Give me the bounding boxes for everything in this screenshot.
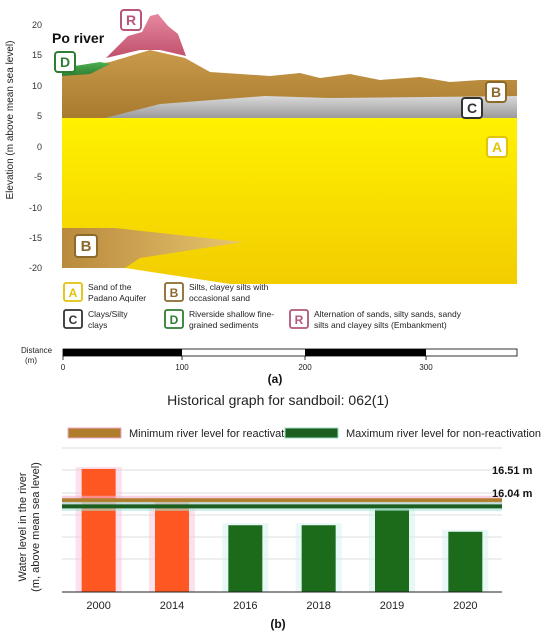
reference-lines-layer bbox=[62, 495, 502, 511]
panel-b: Historical graph for sandboil: 062(1) Mi… bbox=[17, 392, 541, 631]
legend-item-r: R Alternation of sands, silty sands, san… bbox=[289, 309, 462, 330]
scale-tick-100: 100 bbox=[175, 363, 189, 372]
legend-text-a-2: Padano Aquifer bbox=[88, 293, 146, 303]
bar-2019 bbox=[369, 507, 415, 592]
xtick-2016: 2016 bbox=[233, 600, 257, 612]
marker-letter-c: C bbox=[467, 100, 477, 116]
xtick-2014: 2014 bbox=[160, 600, 184, 612]
legend-text-c-2: clays bbox=[88, 320, 107, 330]
legend-item-a: A Sand of the Padano Aquifer bbox=[63, 282, 146, 303]
marker-letter-d: D bbox=[60, 54, 70, 70]
layer-marker-r: R bbox=[120, 9, 142, 31]
ytick-minus-10: -10 bbox=[29, 203, 42, 213]
scale-label-1: Distance bbox=[21, 346, 53, 355]
marker-letter-r: R bbox=[126, 12, 136, 28]
ytick-minus-20: -20 bbox=[29, 263, 42, 273]
po-river-label: Po river bbox=[52, 30, 105, 46]
distance-scale: Distance (m) 0 100 200 300 bbox=[21, 346, 518, 372]
bar-2018 bbox=[295, 523, 342, 592]
ytick-5: 5 bbox=[37, 111, 42, 121]
legend-letter-d: D bbox=[170, 313, 179, 327]
ytick-minus-5: -5 bbox=[34, 172, 42, 182]
legend-item-d: D Riverside shallow fine- grained sedime… bbox=[164, 309, 274, 330]
legend-text-d-1: Riverside shallow fine- bbox=[189, 309, 274, 319]
chart-gridlines bbox=[62, 447, 502, 560]
ytick-minus-15: -15 bbox=[29, 233, 42, 243]
layer-marker-d: D bbox=[54, 51, 76, 73]
layer-marker-b-lower: B bbox=[74, 234, 98, 258]
scale-tick-300: 300 bbox=[419, 363, 433, 372]
ytick-15: 15 bbox=[32, 50, 42, 60]
legend-swatch-max-nonreactivation bbox=[284, 427, 339, 439]
layer-marker-c: C bbox=[461, 97, 483, 119]
layer-marker-a: A bbox=[486, 136, 508, 158]
caption-b: (b) bbox=[270, 617, 285, 631]
layer-c-clays bbox=[105, 96, 517, 118]
line-label-16-51: 16.51 m bbox=[492, 465, 533, 477]
scale-tick-200: 200 bbox=[298, 363, 312, 372]
marker-letter-b-upper: B bbox=[491, 84, 501, 100]
xtick-2020: 2020 bbox=[453, 600, 477, 612]
layer-r-embankment bbox=[106, 14, 186, 58]
legend-text-c-1: Clays/Silty bbox=[88, 309, 128, 319]
legend-item-c: C Clays/Silty clays bbox=[63, 309, 128, 330]
marker-letter-b-lower: B bbox=[81, 238, 92, 255]
bar-2014 bbox=[149, 498, 195, 592]
bar-2020 bbox=[442, 529, 489, 592]
legend-letter-b: B bbox=[170, 286, 179, 300]
water-level-axis-label-2: (m, above mean sea level) bbox=[30, 462, 42, 592]
caption-a: (a) bbox=[268, 372, 283, 386]
legend-letter-c: C bbox=[69, 313, 78, 327]
ytick-0: 0 bbox=[37, 142, 42, 152]
scale-label-2: (m) bbox=[25, 356, 37, 365]
scale-tick-0: 0 bbox=[61, 363, 66, 372]
legend-label-max-nonreactivation: Maximum river level for non-reactivation bbox=[346, 428, 541, 440]
line-label-16-04: 16.04 m bbox=[492, 488, 533, 500]
water-level-axis-label-1: Water level in the river bbox=[17, 472, 29, 581]
legend-text-r-1: Alternation of sands, silty sands, sandy bbox=[314, 309, 462, 319]
legend-text-b-2: occasional sand bbox=[189, 293, 250, 303]
legend-letter-r: R bbox=[295, 313, 304, 327]
x-tick-labels: 2000 2014 2016 2018 2019 2020 bbox=[86, 600, 477, 612]
bars-layer bbox=[75, 466, 489, 592]
xtick-2000: 2000 bbox=[86, 600, 110, 612]
legend-letter-a: A bbox=[69, 286, 78, 300]
chart-legend: Minimum river level for reactivation Max… bbox=[67, 427, 541, 440]
bar-2016 bbox=[222, 523, 269, 592]
layer-b-lower-lens bbox=[62, 228, 243, 268]
legend-text-a-1: Sand of the bbox=[88, 282, 132, 292]
legend-item-b: B Silts, clayey silts with occasional sa… bbox=[164, 282, 269, 303]
elevation-ticks: 20 15 10 5 0 -5 -10 -15 -20 bbox=[29, 20, 42, 273]
bar-2000 bbox=[75, 466, 122, 592]
legend-text-b-1: Silts, clayey silts with bbox=[189, 282, 269, 292]
legend-swatch-min-reactivation bbox=[67, 427, 122, 439]
legend-label-min-reactivation: Minimum river level for reactivation bbox=[129, 428, 299, 440]
legend-text-d-2: grained sediments bbox=[189, 320, 258, 330]
ytick-10: 10 bbox=[32, 81, 42, 91]
chart-title: Historical graph for sandboil: 062(1) bbox=[167, 392, 389, 408]
xtick-2019: 2019 bbox=[380, 600, 404, 612]
elevation-axis-label: Elevation (m above mean sea level) bbox=[5, 41, 16, 200]
marker-letter-a: A bbox=[492, 139, 502, 155]
legend-text-r-2: silts and clayey silts (Embankment) bbox=[314, 320, 447, 330]
layer-legend: A Sand of the Padano Aquifer B Silts, cl… bbox=[63, 282, 462, 330]
xtick-2018: 2018 bbox=[306, 600, 330, 612]
panel-a: Elevation (m above mean sea level) 20 15… bbox=[5, 9, 518, 386]
ytick-20: 20 bbox=[32, 20, 42, 30]
layer-marker-b-upper: B bbox=[485, 81, 507, 103]
